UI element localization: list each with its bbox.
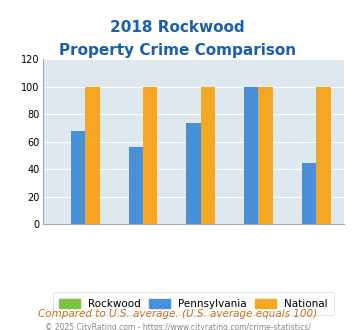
Bar xyxy=(186,123,201,224)
Text: Compared to U.S. average. (U.S. average equals 100): Compared to U.S. average. (U.S. average … xyxy=(38,309,317,318)
Bar xyxy=(302,163,316,224)
Bar xyxy=(143,87,157,224)
Bar xyxy=(316,87,331,224)
Text: Property Crime Comparison: Property Crime Comparison xyxy=(59,43,296,58)
Bar xyxy=(129,148,143,224)
Bar xyxy=(258,87,273,224)
Bar xyxy=(71,131,85,224)
Text: © 2025 CityRating.com - https://www.cityrating.com/crime-statistics/: © 2025 CityRating.com - https://www.city… xyxy=(45,323,310,330)
Bar xyxy=(85,87,100,224)
Legend: Rockwood, Pennsylvania, National: Rockwood, Pennsylvania, National xyxy=(53,292,334,315)
Bar xyxy=(244,87,258,224)
Bar xyxy=(201,87,215,224)
Text: 2018 Rockwood: 2018 Rockwood xyxy=(110,20,245,35)
